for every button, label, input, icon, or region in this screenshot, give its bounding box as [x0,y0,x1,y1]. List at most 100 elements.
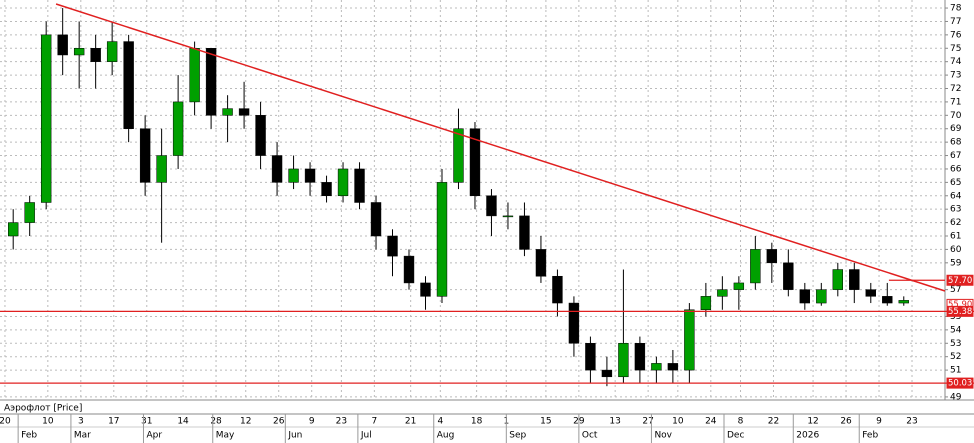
price-label-box [946,274,974,286]
price-label: 55.38 [948,307,972,317]
x-tick-label: 13 [609,417,620,427]
candle-body [651,363,662,371]
candle-body [337,168,349,197]
candle-body [898,300,909,304]
y-tick-label: 71 [950,97,961,107]
month-label: Sep [509,431,526,441]
x-tick-label: 28 [210,417,222,427]
x-tick-label: 27 [642,417,653,427]
candle-body [222,108,233,116]
candle-body [750,249,761,284]
candle-body [403,255,415,284]
month-label: Feb [862,431,878,441]
candle-body [7,222,19,237]
candle-body [420,282,431,297]
candle-body [205,48,217,116]
y-tick-label: 76 [950,30,962,40]
candle-body [519,215,530,250]
x-tick-label: 17 [108,417,119,427]
month-label: Mar [74,431,91,441]
month-label: Nov [654,431,672,441]
x-tick-label: 9 [309,417,315,427]
month-label: Jul [360,431,372,441]
candle-body [717,289,728,297]
candle-body [255,115,266,156]
y-tick-label: 59 [950,258,962,268]
price-label-box [946,377,974,389]
x-tick-label: 14 [177,417,189,427]
price-label: 55.90 [948,300,972,310]
y-tick-label: 68 [950,138,962,148]
candle-body [783,262,794,290]
x-tick-label: 22 [768,417,779,427]
price-label-box [946,305,974,317]
candle-body [799,289,811,304]
y-tick-label: 77 [950,17,961,27]
candle-body [123,41,134,129]
x-tick-label: 7 [372,417,378,427]
candle-body [238,108,250,116]
x-tick-label: 23 [336,417,347,427]
candle-body [733,282,745,290]
candle-body [387,235,398,257]
y-tick-label: 51 [950,366,961,376]
y-tick-label: 57 [950,285,961,295]
candle-body [502,215,514,218]
candle-body [634,343,646,371]
x-tick-label: 12 [240,417,251,427]
candle-body [535,249,547,277]
candle-body [832,269,843,290]
candle-body [486,195,497,217]
candle-body [172,101,184,156]
candle-body [57,34,68,56]
month-label: 2026 [796,431,819,441]
candle-body [24,202,35,223]
candle-body [766,249,778,264]
y-tick-label: 61 [950,232,961,242]
y-tick-label: 54 [950,325,962,335]
candle-body [865,289,876,297]
y-tick-label: 67 [950,151,961,161]
x-tick-label: 10 [672,417,684,427]
x-tick-label: 12 [807,417,818,427]
y-tick-label: 64 [950,191,962,201]
candle-body [271,155,283,183]
y-tick-label: 55 [950,312,961,322]
candle-body [436,182,448,297]
y-tick-label: 52 [950,352,961,362]
month-label: May [216,431,235,441]
candle-body [106,41,118,62]
candle-body [568,302,580,344]
candle-body [189,48,200,103]
candle-body [304,168,316,183]
x-tick-label: 26 [273,417,285,427]
candle-body [40,34,52,203]
trendline [55,3,946,292]
price-label: 50.03 [948,379,972,389]
y-tick-label: 53 [950,339,961,349]
candle-body [288,168,299,183]
candle-body [601,369,613,378]
x-tick-label: 8 [738,417,744,427]
x-tick-label: 10 [42,417,54,427]
candle-body [849,269,860,290]
x-tick-label: 4 [437,417,443,427]
y-tick-label: 73 [950,71,961,81]
candle-body [618,343,629,378]
y-tick-label: 74 [950,57,962,67]
candle-body [370,202,382,237]
x-tick-label: 15 [540,417,551,427]
x-tick-label: 20 [0,417,11,427]
y-tick-label: 70 [950,111,962,121]
instrument-label: Аэрофлот [Price] [4,404,82,414]
candle-body [321,182,332,197]
y-tick-label: 49 [950,392,962,402]
month-label: Feb [21,431,37,441]
month-label: Jun [287,431,302,441]
x-tick-label: 23 [906,417,917,427]
candle-body [700,296,712,311]
month-label: Apr [146,431,162,441]
candle-body [139,128,151,183]
x-tick-label: 31 [141,417,152,427]
